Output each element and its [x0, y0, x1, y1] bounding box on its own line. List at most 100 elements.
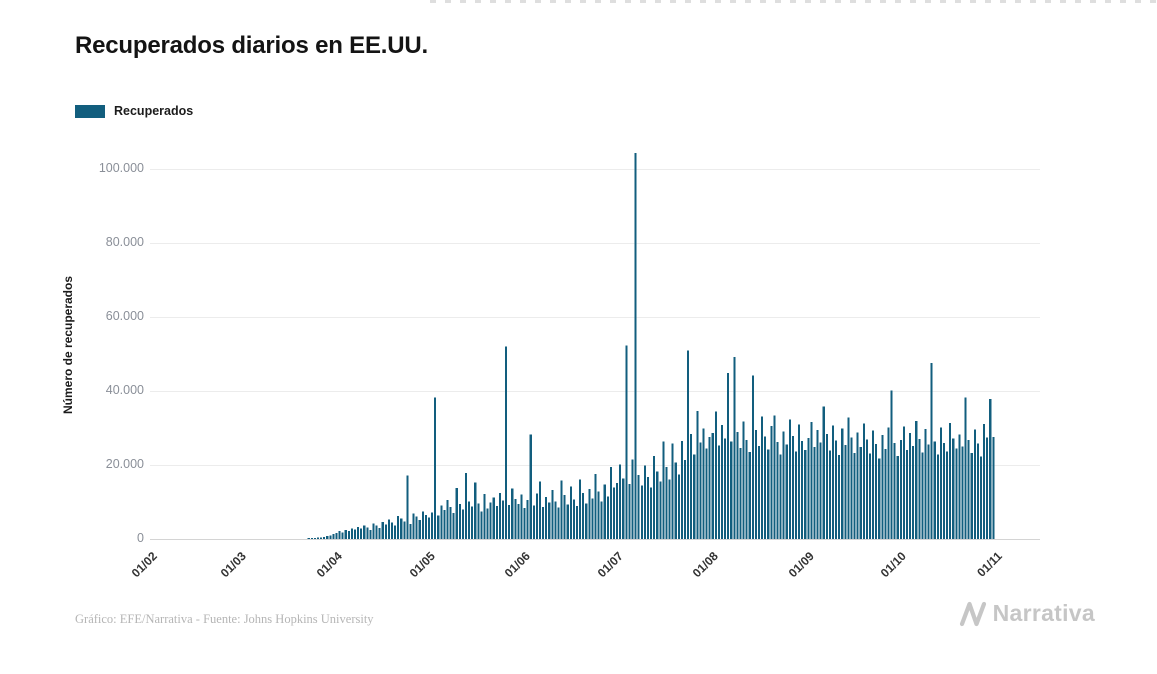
- bar: [856, 432, 859, 539]
- bar: [535, 493, 538, 539]
- source-credit: Gráfico: EFE/Narrativa - Fuente: Johns H…: [75, 612, 374, 626]
- chart-title: Recuperados diarios en EE.UU.: [75, 32, 428, 59]
- bar: [369, 529, 372, 539]
- x-tick-label: 01/09: [785, 549, 817, 581]
- bar: [320, 537, 323, 539]
- bar: [597, 491, 600, 539]
- bar: [634, 153, 637, 539]
- bar: [434, 397, 437, 539]
- bar: [569, 486, 572, 539]
- legend-swatch: [75, 104, 105, 118]
- bar: [560, 480, 563, 539]
- bar: [921, 452, 924, 539]
- bar: [767, 449, 770, 539]
- bar: [967, 439, 970, 539]
- bar: [591, 498, 594, 539]
- bar: [415, 516, 418, 539]
- bar: [572, 499, 575, 539]
- bar: [939, 427, 942, 539]
- bar: [313, 538, 316, 539]
- legend-label: Recuperados: [114, 104, 194, 118]
- bar: [474, 482, 477, 539]
- bar: [612, 487, 616, 539]
- bar: [483, 494, 486, 539]
- bar: [973, 429, 976, 539]
- bar: [520, 494, 523, 539]
- narrativa-logo: Narrativa: [959, 600, 1095, 627]
- bar: [896, 455, 899, 539]
- bar: [548, 502, 551, 539]
- bar: [650, 487, 653, 539]
- bar: [557, 507, 560, 539]
- bar: [326, 536, 329, 539]
- bar: [394, 525, 397, 539]
- bar: [699, 442, 702, 539]
- bar: [859, 446, 862, 539]
- bar: [724, 438, 727, 539]
- bar: [992, 436, 995, 539]
- bar: [464, 472, 468, 539]
- bar: [933, 441, 936, 539]
- bar: [455, 487, 458, 539]
- bar: [690, 433, 693, 539]
- bar: [384, 524, 387, 539]
- bar: [798, 424, 801, 539]
- bar: [310, 538, 313, 539]
- bar: [677, 474, 680, 539]
- bar: [884, 449, 887, 539]
- top-edge-artifact: [430, 0, 1157, 3]
- bar: [363, 525, 366, 539]
- bar: [449, 507, 452, 539]
- bar: [773, 415, 776, 539]
- bar: [946, 451, 949, 539]
- bar: [915, 420, 918, 539]
- bar: [949, 422, 952, 539]
- bar: [606, 496, 609, 539]
- bar: [905, 449, 909, 539]
- bar: [347, 530, 350, 539]
- bar: [582, 493, 585, 539]
- bar: [902, 426, 905, 539]
- bar: [622, 478, 625, 539]
- bar: [637, 474, 640, 539]
- bar: [579, 479, 582, 539]
- y-tick-label: 100.000: [98, 161, 144, 175]
- bar: [616, 482, 619, 539]
- bar: [323, 536, 326, 539]
- bar: [847, 417, 850, 539]
- bar: [754, 430, 757, 539]
- bar: [989, 399, 992, 539]
- bar: [403, 521, 406, 539]
- bar: [671, 443, 674, 539]
- bar: [872, 430, 875, 539]
- bar: [983, 423, 986, 539]
- bar: [659, 481, 662, 539]
- bar: [501, 500, 505, 539]
- bar: [751, 375, 754, 539]
- bar: [341, 532, 344, 539]
- bar: [452, 513, 455, 539]
- bar: [566, 504, 569, 539]
- bar: [890, 390, 893, 539]
- grid-line: [150, 391, 1040, 392]
- grid-line: [150, 169, 1040, 170]
- bar: [603, 484, 606, 539]
- bar: [387, 519, 390, 539]
- bar: [563, 494, 566, 539]
- x-tick-label: 01/02: [128, 549, 160, 581]
- bar: [807, 437, 810, 539]
- bar: [727, 373, 730, 539]
- bar: [344, 529, 347, 539]
- x-tick-label: 01/05: [406, 549, 438, 581]
- bar: [924, 429, 927, 539]
- bar: [542, 506, 545, 539]
- bar: [909, 433, 912, 539]
- bar: [844, 445, 847, 539]
- bar: [776, 442, 779, 539]
- bar: [958, 434, 961, 539]
- bar: [976, 443, 979, 539]
- bar: [477, 503, 480, 539]
- bar: [390, 522, 394, 539]
- bar: [853, 452, 856, 539]
